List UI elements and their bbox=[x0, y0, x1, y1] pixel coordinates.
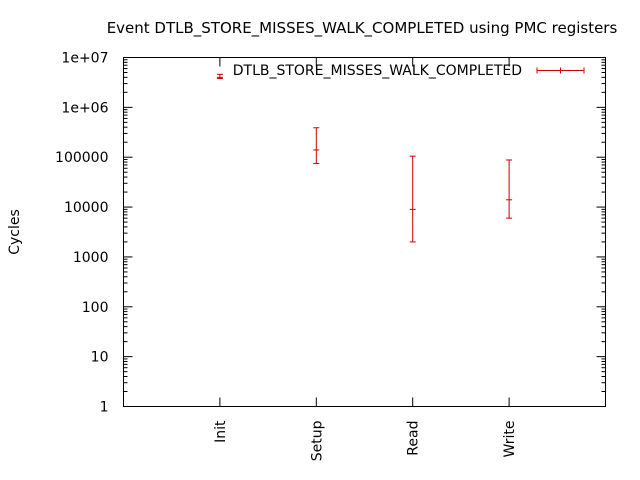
error-bar bbox=[313, 127, 320, 164]
y-tick-label: 10 bbox=[91, 350, 109, 366]
legend-label: DTLB_STORE_MISSES_WALK_COMPLETED bbox=[233, 63, 522, 79]
series-layer bbox=[216, 73, 513, 243]
x-tick-label: Setup bbox=[309, 420, 325, 461]
legend: DTLB_STORE_MISSES_WALK_COMPLETED bbox=[233, 63, 585, 79]
error-bar bbox=[409, 155, 416, 243]
x-tick-label: Read bbox=[406, 421, 422, 456]
x-tick-label: Write bbox=[502, 421, 518, 458]
y-tick-label: 10000 bbox=[64, 200, 109, 216]
chart-title: Event DTLB_STORE_MISSES_WALK_COMPLETED u… bbox=[107, 19, 618, 38]
y-tick-label: 1e+06 bbox=[61, 100, 108, 116]
y-tick-label: 1 bbox=[100, 400, 109, 416]
plot-frame bbox=[123, 57, 606, 407]
y-tick-label: 100 bbox=[82, 300, 109, 316]
y-tick-label: 1e+07 bbox=[61, 51, 108, 67]
error-bar bbox=[506, 159, 513, 219]
x-tick-label: Init bbox=[213, 420, 229, 443]
error-bar bbox=[216, 73, 223, 79]
y-tick-label: 100000 bbox=[55, 150, 108, 166]
y-axis-label: Cycles bbox=[7, 209, 23, 255]
x-axis: Init Setup Read Write bbox=[213, 57, 518, 461]
y-axis: 1 10 100 1000 10000 100000 1e+06 1e+07 bbox=[55, 51, 606, 416]
y-tick-label: 1000 bbox=[73, 250, 109, 266]
